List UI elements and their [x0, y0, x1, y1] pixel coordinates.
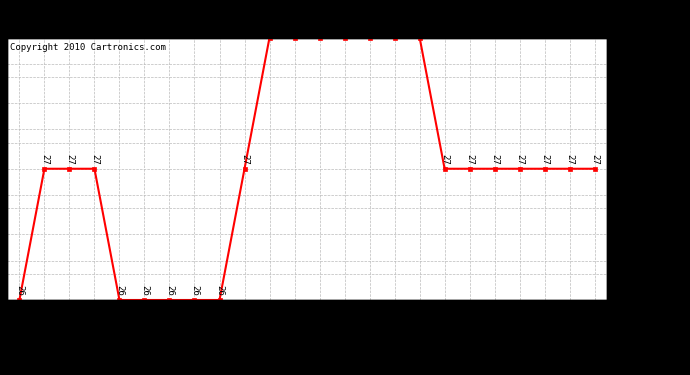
Text: 27: 27 [40, 154, 49, 165]
Text: 26: 26 [215, 285, 224, 296]
Text: 26: 26 [140, 285, 149, 296]
Text: 27: 27 [490, 154, 499, 165]
Text: Outdoor Temperature per Hour (Last 24 Hours) 20100207: Outdoor Temperature per Hour (Last 24 Ho… [80, 13, 534, 28]
Text: 27: 27 [540, 154, 549, 165]
Text: 28: 28 [265, 22, 274, 33]
Text: 26: 26 [15, 285, 24, 296]
Text: 27: 27 [240, 154, 249, 165]
Text: 27: 27 [90, 154, 99, 165]
Text: 27: 27 [565, 154, 574, 165]
Text: 28: 28 [365, 22, 374, 33]
Text: 28: 28 [390, 22, 399, 33]
Text: 27: 27 [515, 154, 524, 165]
Text: 28: 28 [340, 22, 349, 33]
Text: 27: 27 [465, 154, 474, 165]
Text: 28: 28 [315, 22, 324, 33]
Text: 26: 26 [190, 285, 199, 296]
Text: 27: 27 [590, 154, 599, 165]
Text: 28: 28 [290, 22, 299, 33]
Text: Copyright 2010 Cartronics.com: Copyright 2010 Cartronics.com [10, 43, 166, 52]
Text: 27: 27 [65, 154, 74, 165]
Text: 26: 26 [165, 285, 174, 296]
Text: 26: 26 [115, 285, 124, 296]
Text: 27: 27 [440, 154, 449, 165]
Text: 28: 28 [415, 22, 424, 33]
